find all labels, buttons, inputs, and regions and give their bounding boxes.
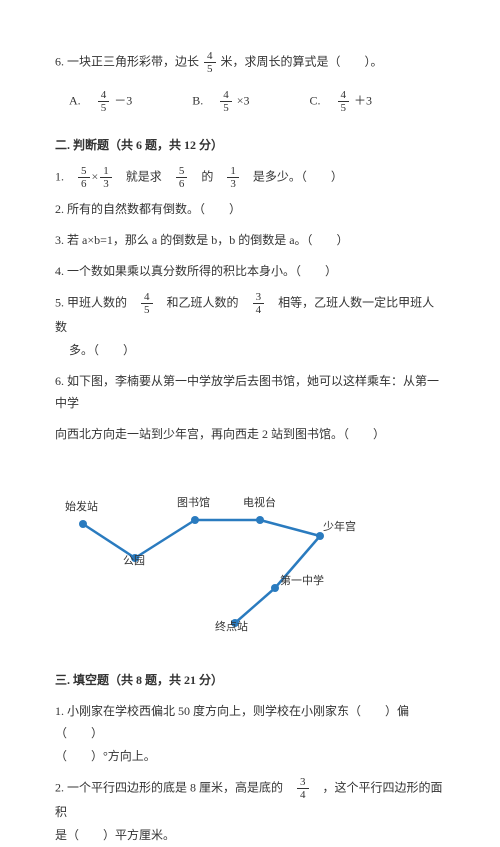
question-6: 6. 一块正三角形彩带，边长 45 米，求周长的算式是（ ）。 — [55, 50, 445, 75]
svg-text:电视台: 电视台 — [243, 495, 276, 509]
judge-1: 1. 56×13 就是求 56 的 13 是多少。（ ） — [55, 165, 445, 190]
section-3-title: 三. 填空题（共 8 题，共 21 分） — [55, 669, 445, 692]
judge-3: 3. 若 a×b=1，那么 a 的倒数是 b，b 的倒数是 a。（ ） — [55, 229, 445, 252]
svg-text:图书馆: 图书馆 — [177, 495, 210, 509]
svg-text:第一中学: 第一中学 — [280, 573, 324, 587]
svg-text:始发站: 始发站 — [65, 499, 98, 513]
judge-5: 5. 甲班人数的 45 和乙班人数的 34 相等，乙班人数一定比甲班人数 多。（… — [55, 291, 445, 362]
q6-text-a: 6. 一块正三角形彩带，边长 — [55, 54, 199, 68]
svg-text:终点站: 终点站 — [215, 619, 248, 633]
fill-1: 1. 小刚家在学校西偏北 50 度方向上，则学校在小刚家东（ ）偏（ ） （ ）… — [55, 700, 445, 768]
svg-text:少年宫: 少年宫 — [323, 519, 356, 533]
svg-text:公园: 公园 — [123, 554, 145, 567]
section-2-title: 二. 判断题（共 6 题，共 12 分） — [55, 134, 445, 157]
judge-2: 2. 所有的自然数都有倒数。（ ） — [55, 198, 445, 221]
q6-text-b: 米，求周长的算式是（ ）。 — [221, 54, 383, 68]
judge-6a: 6. 如下图，李楠要从第一中学放学后去图书馆，她可以这样乘车：从第一中学 — [55, 370, 445, 416]
judge-6b: 向西北方向走一站到少年宫，再向西走 2 站到图书馆。（ ） — [55, 423, 445, 446]
option-c: C. 45 ＋3 — [310, 89, 373, 114]
fill-2: 2. 一个平行四边形的底是 8 厘米，高是底的 34 ，这个平行四边形的面积 是… — [55, 776, 445, 847]
option-a: A. 45 －3 — [69, 89, 132, 114]
judge-4: 4. 一个数如果乘以真分数所得的积比本身小。（ ） — [55, 260, 445, 283]
q6-options: A. 45 －3 B. 45 ×3 C. 45 ＋3 — [69, 89, 445, 114]
option-b: B. 45 ×3 — [192, 89, 249, 114]
route-diagram: 始发站公园 图书馆 电视台少年宫第一中学终点站 — [65, 458, 445, 651]
q6-frac: 45 — [204, 50, 216, 75]
diagram-svg: 始发站公园 图书馆 电视台少年宫第一中学终点站 — [65, 458, 365, 643]
